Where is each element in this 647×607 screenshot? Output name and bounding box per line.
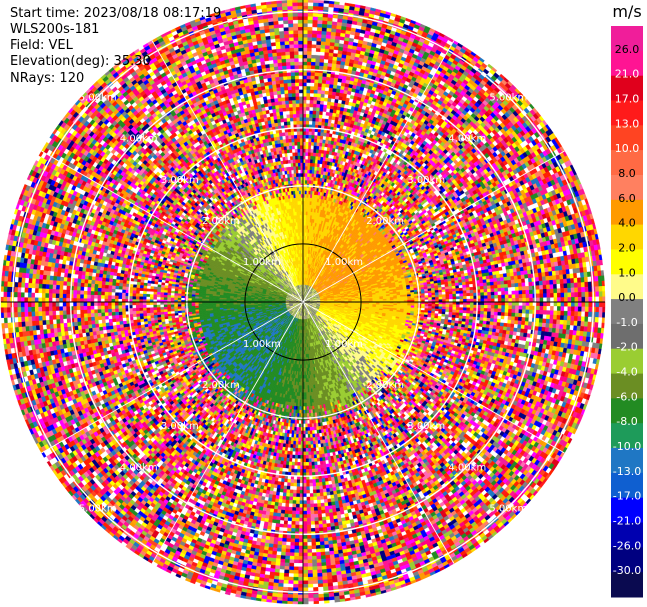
- colorbar-tick-label: 8.0: [618, 167, 636, 180]
- range-ring-label: 3.00km: [161, 175, 199, 186]
- colorbar-tick-label: 4.0: [618, 217, 636, 230]
- range-ring-label: 1.00km: [243, 257, 281, 268]
- colorbar-tick-label: 10.0: [615, 142, 640, 155]
- colorbar-tick-label: 21.0: [615, 68, 640, 81]
- field-name: Field: VEL: [10, 38, 73, 53]
- range-ring-label: 3.00km: [161, 421, 199, 432]
- colorbar-unit: m/s: [612, 2, 641, 21]
- nrays: NRays: 120: [10, 71, 84, 86]
- colorbar-tick-label: -1.0: [616, 316, 637, 329]
- colorbar-tick-label: -2.0: [616, 341, 637, 354]
- colorbar: m/s 26.0 21.0 17.0 13.0 10.0 8.0 6.0 4.0 2.0 1.0 0…: [607, 0, 647, 607]
- colorbar-tick-label: -10.0: [613, 440, 641, 453]
- colorbar-tick-label: -17.0: [613, 490, 641, 503]
- range-ring-label: 5.00km: [489, 503, 527, 514]
- range-ring-label: 4.00km: [448, 134, 486, 145]
- elevation: Elevation(deg): 35.30: [10, 54, 151, 69]
- range-ring-label: 4.00km: [120, 134, 158, 145]
- range-ring-label: 5.00km: [79, 93, 117, 104]
- colorbar-tick-label: -21.0: [613, 515, 641, 528]
- colorbar-tick-label: -6.0: [616, 390, 637, 403]
- ppi-scan: 1.00km 1.00km 1.00km 1.00km 2.00km 2.00km 2.00…: [0, 0, 607, 607]
- site-name: WLS200s-181: [10, 22, 99, 37]
- colorbar-tick-label: 17.0: [615, 93, 640, 106]
- range-ring-label: 5.00km: [79, 503, 117, 514]
- range-ring-label: 3.00km: [407, 175, 445, 186]
- range-ring-label: 1.00km: [243, 339, 281, 350]
- colorbar-tick-label: -13.0: [613, 465, 641, 478]
- colorbar-tick-label: 1.0: [618, 266, 636, 279]
- range-ring-label: 3.00km: [407, 421, 445, 432]
- range-ring-label: 2.00km: [202, 216, 240, 227]
- colorbar-bins: [611, 26, 643, 598]
- range-ring-label: 2.00km: [366, 216, 404, 227]
- colorbar-tick-label: 26.0: [615, 43, 640, 56]
- range-ring-label: 4.00km: [448, 462, 486, 473]
- range-ring-label: 1.00km: [325, 339, 363, 350]
- colorbar-tick-label: -8.0: [616, 415, 637, 428]
- colorbar-tick-label: 0.0: [618, 291, 636, 304]
- range-ring-label: 1.00km: [325, 257, 363, 268]
- range-ring-label: 5.00km: [489, 93, 527, 104]
- colorbar-tick-label: -30.0: [613, 564, 641, 577]
- colorbar-tick-label: -4.0: [616, 366, 637, 379]
- colorbar-tick-label: 13.0: [615, 117, 640, 130]
- colorbar-tick-label: 6.0: [618, 192, 636, 205]
- start-time: Start time: 2023/08/18 08:17:19: [10, 6, 221, 21]
- range-ring-label: 2.00km: [366, 380, 404, 391]
- range-ring-label: 2.00km: [202, 380, 240, 391]
- range-ring-label: 4.00km: [120, 462, 158, 473]
- colorbar-tick-label: -26.0: [613, 539, 641, 552]
- colorbar-tick-label: 2.0: [618, 241, 636, 254]
